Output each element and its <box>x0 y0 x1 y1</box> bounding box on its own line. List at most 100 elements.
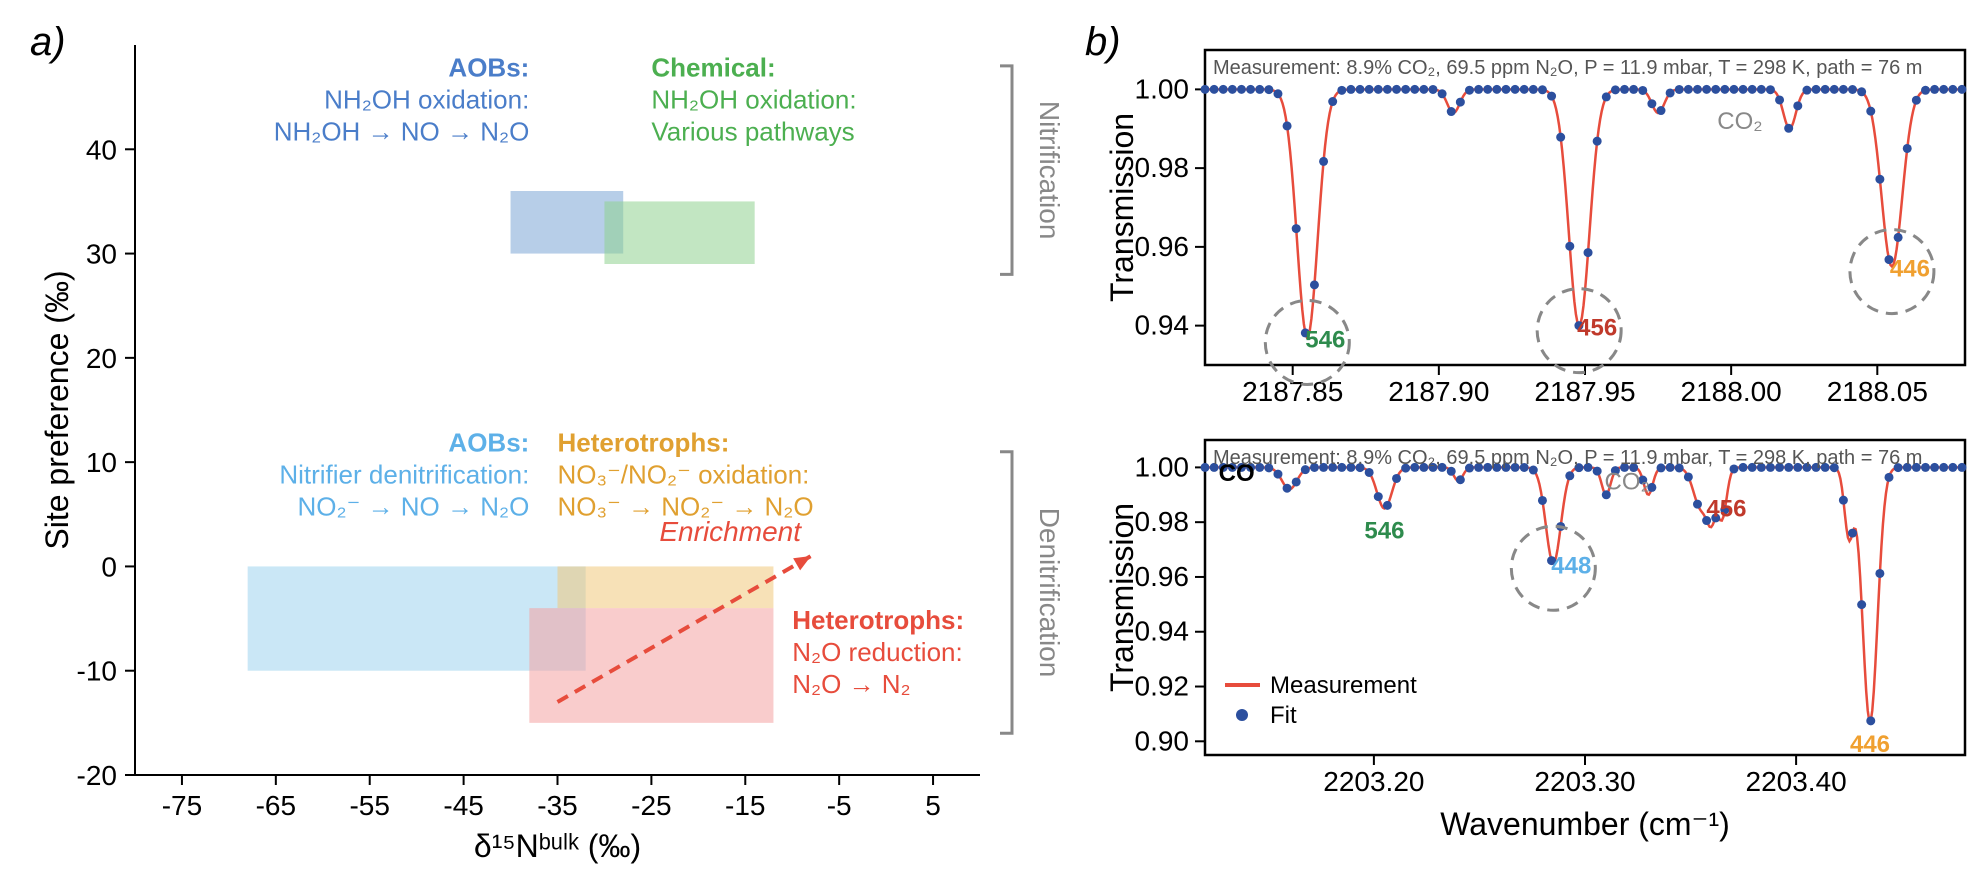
spectrum-fit-dot <box>1821 85 1830 94</box>
spectrum-fit-dot <box>1720 85 1729 94</box>
spectrum-fit-dot <box>1921 86 1930 95</box>
spectrum-fit-dot <box>1465 86 1474 95</box>
region-chemical <box>604 201 754 264</box>
spectrum-fit-dot <box>1201 463 1210 472</box>
spectrum-fit-dot <box>1292 477 1301 486</box>
spectrum-fit-dot <box>1602 92 1611 101</box>
spectrum-fit-dot <box>1693 85 1702 94</box>
spectrum-fit-dot <box>1939 463 1948 472</box>
block-line: NO₃⁻ → NO₂⁻ → N₂O <box>558 492 814 522</box>
spectrum-fit-dot <box>1866 716 1875 725</box>
svg-text:-35: -35 <box>537 790 577 821</box>
svg-text:0.92: 0.92 <box>1135 671 1190 702</box>
spectrum-fit-dot <box>1702 85 1711 94</box>
block-line: N₂O reduction: <box>792 637 963 667</box>
svg-text:-45: -45 <box>443 790 483 821</box>
spectrum-fit-dot <box>1511 85 1520 94</box>
spectrum-fit-dot <box>1684 85 1693 94</box>
spectrum-fit-dot <box>1246 85 1255 94</box>
panel-a-chart: Enrichment-75-65-55-45-35-25-15-55-20-10… <box>30 10 1090 870</box>
svg-text:-5: -5 <box>827 790 852 821</box>
block-title: Chemical: <box>651 52 775 82</box>
svg-text:40: 40 <box>86 134 117 165</box>
spectrum-fit-dot <box>1739 85 1748 94</box>
spectrum-fit-dot <box>1930 463 1939 472</box>
spectrum-fit-dot <box>1255 85 1264 94</box>
spectrum-fit-dot <box>1802 86 1811 95</box>
spectrum-fit-dot <box>1666 88 1675 97</box>
spectrum-fit-dot <box>1939 85 1948 94</box>
block-line: NH₂OH → NO → N₂O <box>274 116 530 146</box>
spectrum-fit-dot <box>1283 484 1292 493</box>
svg-text:10: 10 <box>86 447 117 478</box>
panel-b-bottom-chart: 2203.202203.302203.400.900.920.940.960.9… <box>1105 430 1980 850</box>
spectrum-fit-dot <box>1839 496 1848 505</box>
svg-text:2203.20: 2203.20 <box>1323 766 1424 797</box>
block-title: Heterotrophs: <box>792 605 964 635</box>
block-line: Nitrifier denitrification: <box>279 460 529 490</box>
block-title: Heterotrophs: <box>558 428 730 458</box>
spectrum-fit-dot <box>1383 85 1392 94</box>
spectrum-fit-dot <box>1210 85 1219 94</box>
spectrum-fit-dot <box>1273 470 1282 479</box>
spectrum-fit-dot <box>1620 85 1629 94</box>
spectrum-fit-dot <box>1419 85 1428 94</box>
spectrum-fit-dot <box>1392 85 1401 94</box>
spectrum-fit-dot <box>1684 472 1693 481</box>
svg-text:2188.00: 2188.00 <box>1681 376 1782 407</box>
spectrum-fit-dot <box>1538 496 1547 505</box>
spectrum-fit-dot <box>1565 242 1574 251</box>
svg-text:0.94: 0.94 <box>1135 616 1190 647</box>
spectrum-fit-dot <box>1492 85 1501 94</box>
spectrum-fit-dot <box>1866 107 1875 116</box>
legend-label: Fit <box>1270 702 1297 729</box>
block-line: NO₃⁻/NO₂⁻ oxidation: <box>558 460 810 490</box>
bracket-label: Nitrification <box>1034 101 1065 239</box>
spectrum-fit-dot <box>1292 224 1301 233</box>
spectrum-fit-dot <box>1383 501 1392 510</box>
spectrum-fit-dot <box>1365 85 1374 94</box>
spectrum-fit-dot <box>1219 85 1228 94</box>
spectrum-fit-dot <box>1675 85 1684 94</box>
spectrum-fit-dot <box>1474 85 1483 94</box>
spectrum-fit-dot <box>1948 85 1957 94</box>
x-axis-label: δ¹⁵Nᵇᵘˡᵏ (‰) <box>474 828 641 864</box>
spectrum-fit-dot <box>1401 85 1410 94</box>
spectrum-fit-dot <box>1647 99 1656 108</box>
y-axis-label: Transmission <box>1105 113 1140 302</box>
svg-text:20: 20 <box>86 343 117 374</box>
spectrum-fit-dot <box>1538 85 1547 94</box>
spectrum-fit-dot <box>1237 85 1246 94</box>
spectrum-fit-dot <box>1748 85 1757 94</box>
block-title: AOBs: <box>448 52 529 82</box>
spectrum-fit-dot <box>1885 473 1894 482</box>
measurement-conditions: Measurement: 8.9% CO₂, 69.5 ppm N₂O, P =… <box>1213 57 1922 79</box>
svg-text:2187.95: 2187.95 <box>1534 376 1635 407</box>
block-line: NH₂OH oxidation: <box>324 84 529 114</box>
legend-label: Measurement <box>1270 672 1417 699</box>
svg-text:-20: -20 <box>77 760 117 791</box>
svg-text:-65: -65 <box>256 790 296 821</box>
spectrum-fit-dot <box>1264 85 1273 94</box>
spectrum-fit-dot <box>1793 101 1802 110</box>
spectrum-fit-dot <box>1228 85 1237 94</box>
spectrum-fit-dot <box>1319 157 1328 166</box>
svg-text:1.00: 1.00 <box>1135 73 1190 104</box>
spectrum-fit-dot <box>1374 85 1383 94</box>
spectrum-fit-dot <box>1903 144 1912 153</box>
block-line: NH₂OH oxidation: <box>651 84 856 114</box>
spectrum-fit-dot <box>1456 475 1465 484</box>
spectrum-fit-dot <box>1693 500 1702 509</box>
spectrum-fit-dot <box>1520 85 1529 94</box>
measurement-conditions: Measurement: 8.9% CO₂, 69.5 ppm N₂O, P =… <box>1213 447 1922 469</box>
x-axis-label: Wavenumber (cm⁻¹) <box>1440 806 1730 842</box>
svg-text:-15: -15 <box>725 790 765 821</box>
spectrum-fit-dot <box>1365 468 1374 477</box>
spectrum-fit-dot <box>1556 133 1565 142</box>
spectrum-fit-dot <box>1784 124 1793 133</box>
spectrum-fit-dot <box>1711 85 1720 94</box>
spectrum-fit-dot <box>1346 85 1355 94</box>
spectrum-fit-dot <box>1356 85 1365 94</box>
spectrum-fit-dot <box>1429 85 1438 94</box>
svg-text:2203.40: 2203.40 <box>1746 766 1847 797</box>
